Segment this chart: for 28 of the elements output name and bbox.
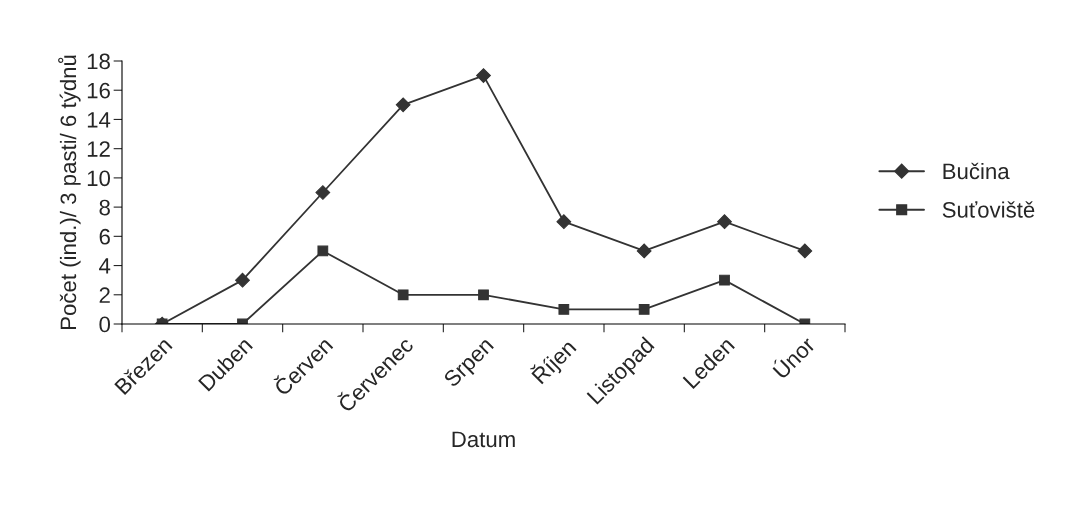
- y-tick-label: 18: [87, 53, 110, 70]
- point: [797, 243, 813, 259]
- point: [315, 185, 331, 200]
- y-tick-label: 10: [87, 170, 111, 187]
- y-tick-label: 6: [99, 228, 110, 245]
- y-axis-title: Počet (ind.)/ 3 pasti/ 6 týdnů: [58, 55, 81, 330]
- legend-label: Bučina: [943, 162, 1010, 180]
- point: [395, 97, 411, 113]
- point: [476, 68, 491, 84]
- x-axis-title: Datum: [452, 431, 515, 448]
- point: [478, 289, 489, 301]
- point: [638, 304, 650, 315]
- point: [317, 245, 329, 257]
- point: [719, 274, 730, 286]
- y-tick-label: 2: [99, 287, 110, 303]
- point: [636, 243, 652, 259]
- y-tick-label: 8: [99, 199, 110, 216]
- y-tick-label: 16: [87, 82, 110, 99]
- legend-label: Suťoviště: [942, 201, 1035, 218]
- y-tick-label: 12: [87, 141, 110, 157]
- y-tick-label: 14: [87, 112, 111, 128]
- point: [397, 289, 409, 301]
- y-tick-label: 4: [99, 258, 111, 274]
- point: [235, 272, 250, 288]
- y-tick-label: 0: [99, 316, 111, 333]
- point: [558, 304, 570, 315]
- point: [556, 214, 572, 230]
- point: [717, 214, 732, 230]
